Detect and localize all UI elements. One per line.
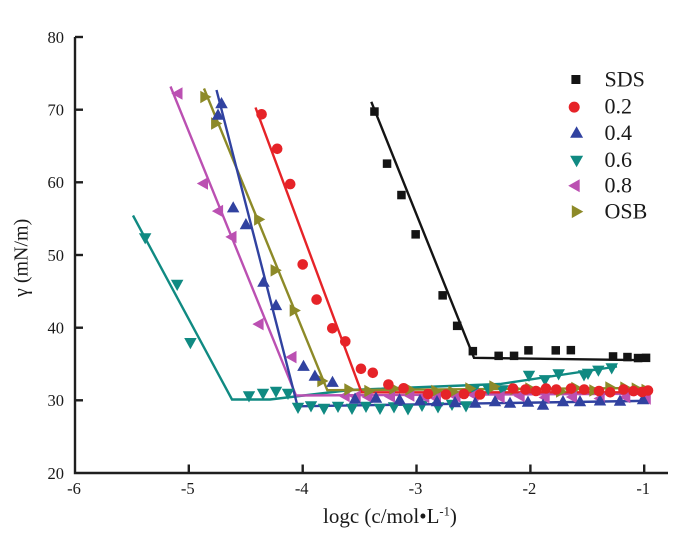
svg-text:-6: -6 [67,479,81,498]
svg-text:OSB: OSB [605,198,648,223]
svg-text:-4: -4 [295,479,309,498]
svg-text:-3: -3 [409,479,423,498]
svg-text:0.6: 0.6 [605,147,633,172]
svg-text:30: 30 [48,391,65,410]
svg-text:γ (mN/m): γ (mN/m) [11,219,33,298]
svg-text:-1: -1 [636,479,650,498]
svg-text:SDS: SDS [605,67,645,92]
svg-text:60: 60 [48,173,65,192]
svg-text:0.8: 0.8 [605,173,633,198]
svg-text:logc (c/mol•L-1): logc (c/mol•L-1) [323,504,457,528]
svg-text:20: 20 [48,464,65,483]
svg-text:0.2: 0.2 [605,94,633,119]
svg-text:80: 80 [48,28,65,47]
svg-text:0.4: 0.4 [605,120,633,145]
svg-text:50: 50 [48,246,65,265]
svg-text:-2: -2 [523,479,537,498]
svg-text:-5: -5 [181,479,195,498]
svg-text:70: 70 [48,101,65,120]
svg-text:40: 40 [48,319,65,338]
